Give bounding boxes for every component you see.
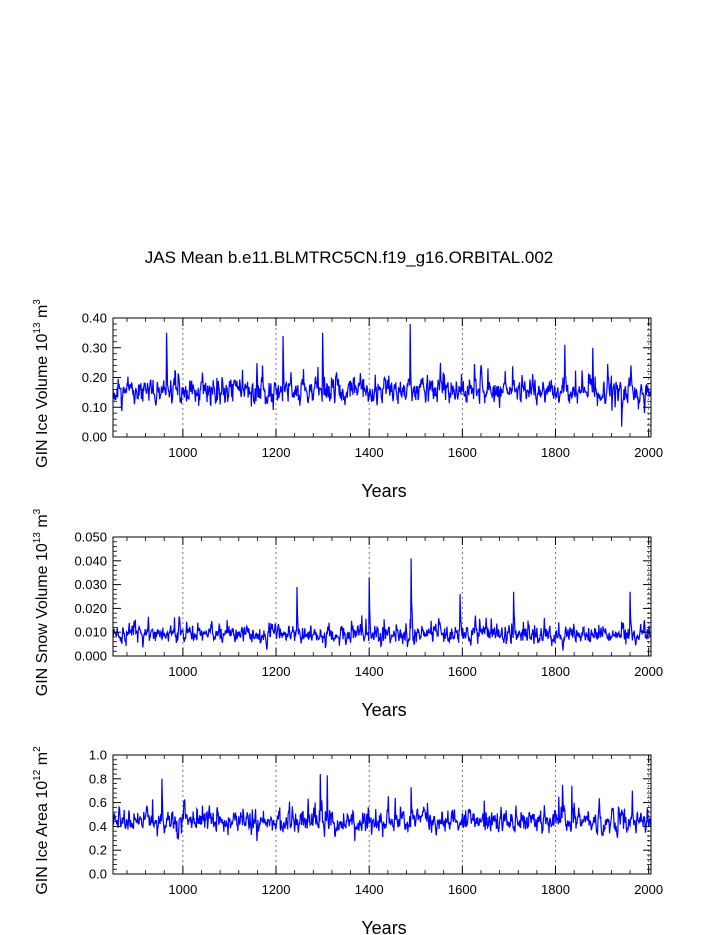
figure-title: JAS Mean b.e11.BLMTRC5CN.f19_g16.ORBITAL… [145,248,554,267]
y-axis-label: GIN Snow Volume 1013 m3 [32,508,51,696]
y-tick-label: 0.20 [82,370,107,385]
y-tick-label: 0.00 [82,430,107,445]
y-axis-label-exponent: 13 [32,532,43,544]
x-tick-label: 1600 [448,664,477,679]
x-tick-label: 1200 [262,664,291,679]
y-axis-label-main: GIN Ice Area 10 [34,781,51,895]
axis-ticks: 1000 1200 1400 1600 1800 2000 0.0 0.2 0.4 0.6 0.8 1… [89,748,663,898]
panel-snow-volume: 1000 1200 1400 1600 1800 2000 0.000 0.010 0.020 0… [32,508,663,720]
y-tick-label: 0.020 [74,601,107,616]
axis-ticks: 1000 1200 1400 1600 1800 2000 0.00 0.10 0.20 0.30… [82,311,663,461]
x-tick-label: 2000 [634,664,663,679]
plot-frame [112,317,652,438]
y-tick-label: 0.010 [74,625,107,640]
y-tick-label: 0.10 [82,400,107,415]
x-tick-label: 1600 [448,882,477,897]
y-tick-label: 0.6 [89,795,107,810]
y-axis-label: GIN Ice Area 1012 m2 [32,746,51,895]
y-axis-label-unit: m [34,514,51,532]
series-line-ice-area [112,774,652,842]
y-tick-label: 0.040 [74,553,107,568]
y-tick-label: 0.4 [89,819,107,834]
y-tick-label: 0.050 [74,530,107,545]
y-tick-label: 0.8 [89,771,107,786]
y-axis-label: GIN Ice Volume 1013 m3 [32,299,51,468]
x-tick-label: 1600 [448,445,477,460]
axis-ticks: 1000 1200 1400 1600 1800 2000 0.000 0.010 0.020 0… [74,530,663,680]
y-axis-label-unit-exponent: 2 [32,746,43,752]
x-tick-label: 1200 [262,445,291,460]
x-tick-label: 1400 [355,882,384,897]
y-tick-label: 0.0 [89,867,107,882]
plot-frame [112,754,652,875]
y-axis-label-main: GIN Ice Volume 10 [34,333,51,467]
x-axis-label: Years [361,918,406,935]
y-axis-label-unit-exponent: 3 [32,508,43,514]
y-axis-label-main: GIN Snow Volume 10 [34,543,51,696]
x-tick-label: 1000 [168,882,197,897]
x-tick-label: 1400 [355,664,384,679]
x-tick-label: 2000 [634,445,663,460]
y-tick-label: 1.0 [89,748,107,763]
y-axis-label-unit: m [34,752,51,770]
panel-ice-area: 1000 1200 1400 1600 1800 2000 0.0 0.2 0.4 0.6 0.8 1… [32,746,663,935]
x-tick-label: 1800 [541,445,570,460]
y-tick-label: 0.2 [89,843,107,858]
x-tick-label: 1200 [262,882,291,897]
y-axis-label-exponent: 13 [32,322,43,334]
x-tick-label: 1800 [541,664,570,679]
x-tick-label: 2000 [634,882,663,897]
y-axis-label-exponent: 12 [32,769,43,781]
x-axis-label: Years [361,481,406,501]
x-tick-label: 1800 [541,882,570,897]
y-axis-label-unit-exponent: 3 [32,299,43,305]
x-axis-label: Years [361,700,406,720]
panel-ice-volume: 1000 1200 1400 1600 1800 2000 0.00 0.10 0.20 0.30… [32,299,663,501]
grid-lines [182,318,650,437]
x-tick-label: 1400 [355,445,384,460]
x-tick-label: 1000 [168,445,197,460]
y-axis-label-unit: m [34,305,51,323]
plot-frame [112,536,652,657]
x-tick-label: 1000 [168,664,197,679]
series-line-snow-volume [112,558,652,651]
y-tick-label: 0.000 [74,649,107,664]
y-tick-label: 0.30 [82,340,107,355]
y-tick-label: 0.030 [74,577,107,592]
y-tick-label: 0.40 [82,311,107,326]
series-line-ice-volume [112,323,652,427]
